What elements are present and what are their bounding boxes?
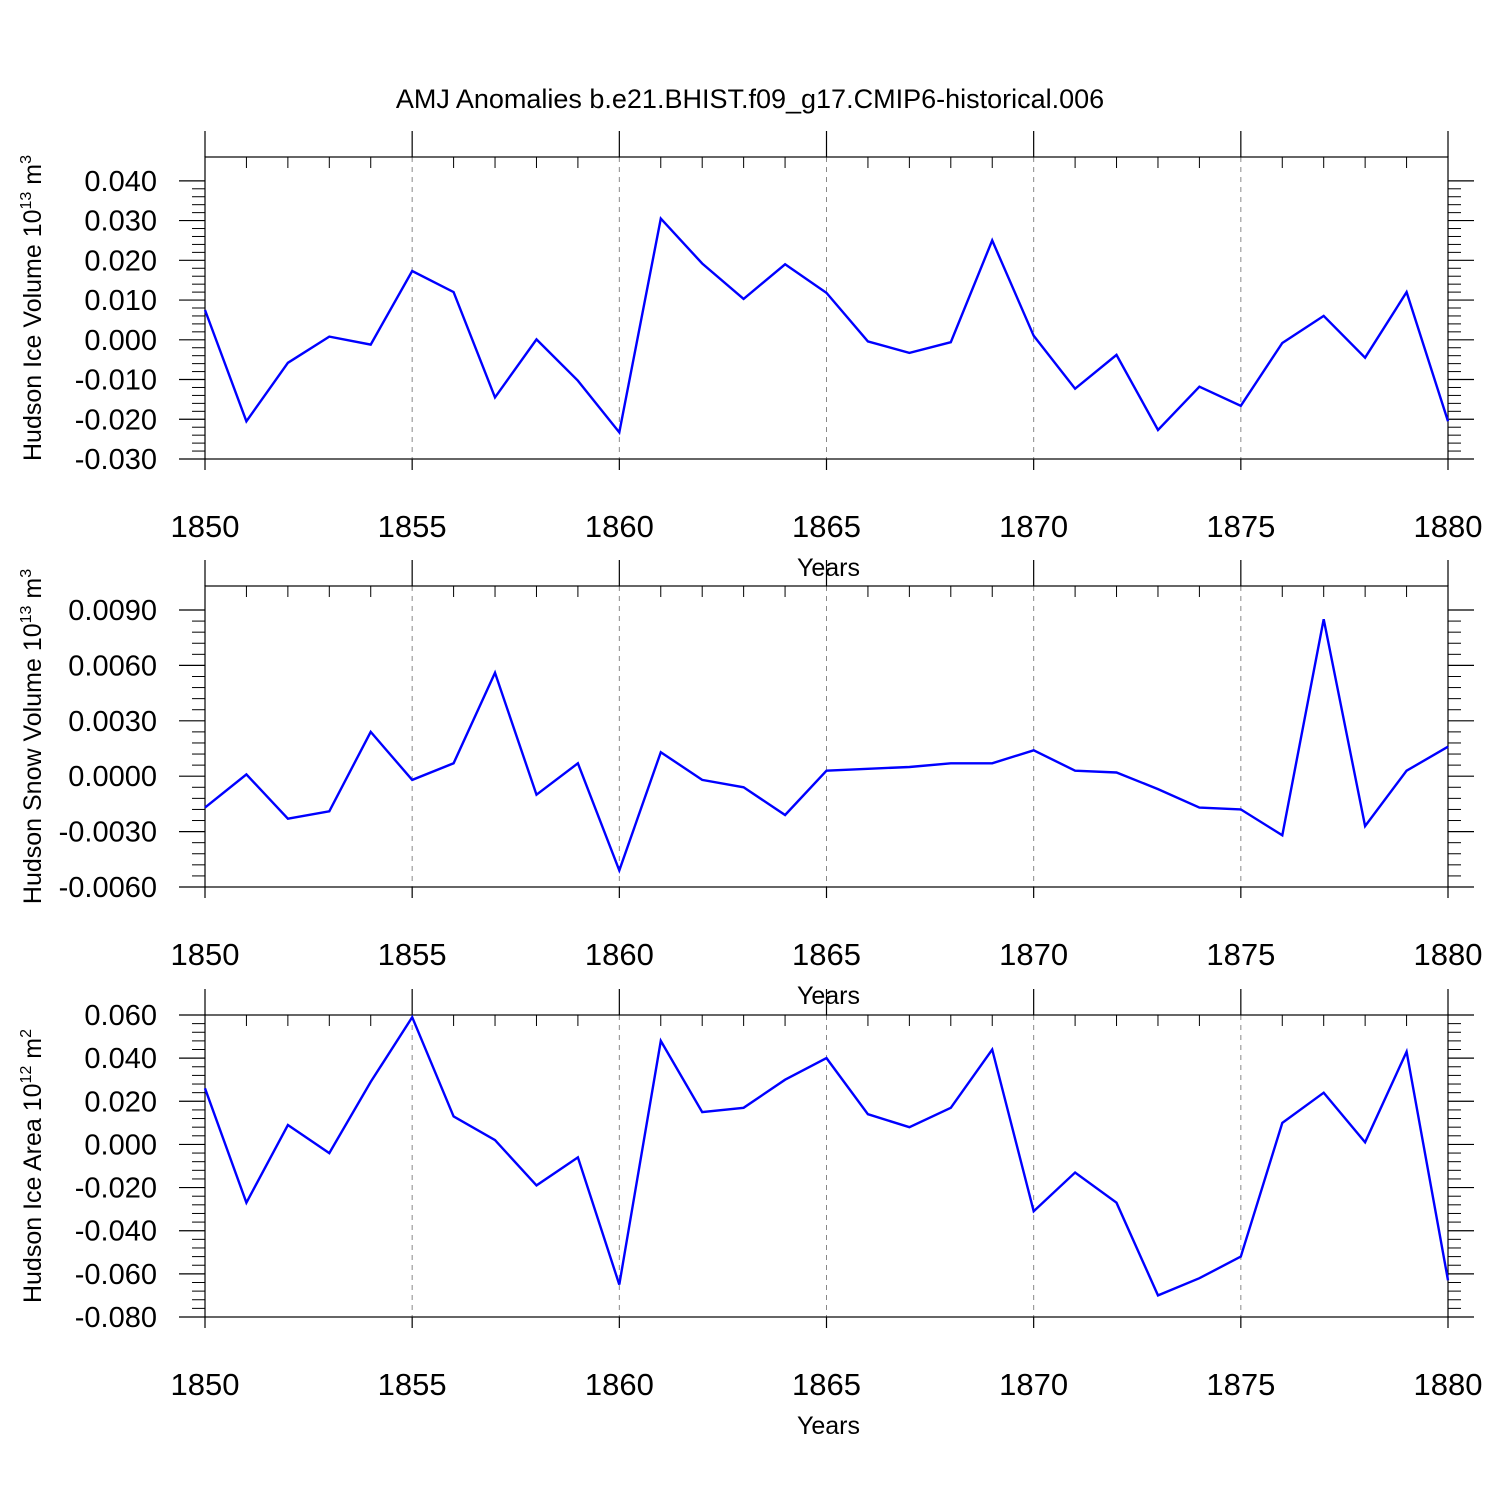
y-tick-label: 0.020 [84, 1086, 157, 1118]
x-tick-label: 1860 [585, 937, 654, 972]
y-tick-label: 0.010 [84, 285, 157, 317]
y-tick-label: 0.020 [84, 245, 157, 277]
panel-1: 0.040 0.030 0.020 0.010 0.000 -0.010 -0.020 -0.… [18, 131, 1482, 582]
x-axis-label: Years [797, 982, 860, 1010]
x-tick-label: 1870 [999, 1367, 1068, 1402]
chart-title: AMJ Anomalies b.e21.BHIST.f09_g17.CMIP6-… [395, 84, 1105, 114]
y-tick-label: 0.040 [84, 166, 157, 198]
y-tick-label: 0.030 [84, 206, 157, 238]
y-tick-label: -0.040 [75, 1216, 157, 1248]
y-tick-label: -0.030 [75, 444, 157, 476]
x-tick-label: 1865 [792, 509, 861, 544]
x-tick-label: 1865 [792, 1367, 861, 1402]
y-axis-label: Hudson Ice Area 1012 m2 [18, 1029, 47, 1303]
y-tick-label: 0.0030 [68, 706, 157, 738]
x-tick-label: 1875 [1206, 1367, 1275, 1402]
x-axis-label: Years [797, 1412, 860, 1440]
x-tick-label: 1875 [1206, 937, 1275, 972]
x-tick-label: 1880 [1414, 937, 1483, 972]
x-tick-label: 1850 [171, 937, 240, 972]
x-tick-label: 1855 [378, 1367, 447, 1402]
x-axis-label: Years [797, 554, 860, 582]
y-tick-label: 0.000 [84, 1129, 157, 1161]
series-line [204, 618, 1449, 874]
x-tick-label: 1855 [378, 509, 447, 544]
x-tick-label: 1880 [1414, 509, 1483, 544]
y-tick-label: -0.0060 [59, 872, 157, 904]
x-tick-label: 1865 [792, 937, 861, 972]
x-tick-label: 1850 [171, 509, 240, 544]
y-tick-label: -0.020 [75, 404, 157, 436]
y-axis-label: Hudson Snow Volume 1013 m3 [18, 569, 47, 904]
panel-2: 0.0090 0.0060 0.0030 0.0000 -0.0030 -0.0060 18… [18, 560, 1482, 1010]
y-tick-label: -0.020 [75, 1173, 157, 1205]
y-tick-label: 0.0060 [68, 650, 157, 682]
series-line [203, 1014, 1450, 1297]
x-tick-label: 1870 [999, 509, 1068, 544]
x-tick-label: 1855 [378, 937, 447, 972]
y-tick-label: 0.040 [84, 1043, 157, 1075]
y-tick-label: 0.060 [84, 1000, 157, 1032]
x-tick-label: 1880 [1414, 1367, 1483, 1402]
y-tick-label: -0.010 [75, 365, 157, 397]
y-tick-label: 0.000 [84, 325, 157, 357]
y-tick-label: -0.080 [75, 1302, 157, 1334]
y-tick-label: -0.0030 [59, 817, 157, 849]
x-tick-label: 1860 [585, 1367, 654, 1402]
y-tick-label: -0.060 [75, 1259, 157, 1291]
y-axis-label: Hudson Ice Volume 1013 m3 [18, 155, 47, 461]
panel-3: 0.060 0.040 0.020 0.000 -0.020 -0.040 -0.060 -0… [18, 989, 1482, 1440]
x-tick-label: 1875 [1206, 509, 1275, 544]
y-tick-label: 0.0090 [68, 595, 157, 627]
y-tick-label: 0.0000 [68, 761, 157, 793]
x-tick-label: 1870 [999, 937, 1068, 972]
x-tick-label: 1850 [171, 1367, 240, 1402]
x-tick-label: 1860 [585, 509, 654, 544]
